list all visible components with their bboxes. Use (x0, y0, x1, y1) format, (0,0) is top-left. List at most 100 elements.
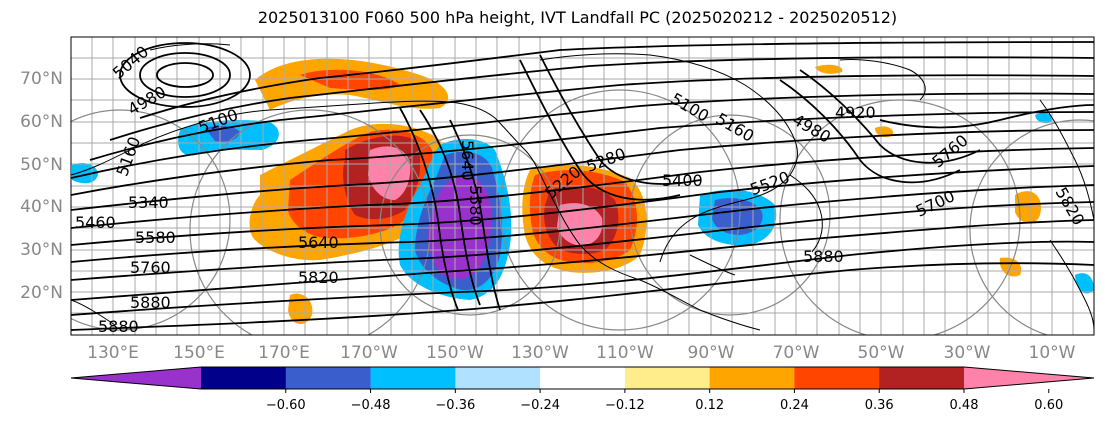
contour-label: 5880 (98, 317, 139, 336)
lon-label: 30°W (944, 343, 991, 363)
colorbar-tick-label: 0.36 (865, 398, 894, 413)
height-contour (539, 54, 701, 185)
colorbar-tick-label: −0.60 (266, 398, 306, 413)
height-contours (71, 41, 1094, 331)
contour-label: 5880 (803, 247, 844, 266)
colorbar-segment (709, 367, 795, 389)
contour-label: 5460 (75, 213, 116, 232)
coastline (71, 299, 116, 326)
height-contour (399, 107, 459, 311)
colorbar-outline (70, 366, 1095, 390)
colorbar-segment (71, 367, 201, 389)
height-contour (71, 111, 1094, 196)
contour-label: 5580 (135, 228, 176, 247)
range-circle (629, 114, 831, 316)
colorbar-tick-label: 0.48 (950, 398, 979, 413)
height-contour (419, 109, 481, 306)
colorbar-segment (794, 367, 880, 389)
height-contour (156, 62, 214, 88)
contour-label: 5880 (130, 293, 171, 312)
map-title: 2025013100 F060 500 hPa height, IVT Land… (257, 8, 898, 27)
colorbar-segment (370, 367, 456, 389)
height-contour (71, 184, 1094, 263)
colorbar-segment (879, 367, 965, 389)
colorbar-tick-label: −0.24 (520, 398, 560, 413)
height-contour (71, 147, 1094, 229)
coastline (539, 53, 798, 263)
coastline (1049, 239, 1094, 331)
height-contour (779, 79, 961, 184)
lon-label: 130°E (87, 343, 139, 363)
contour-label: 5640 (298, 233, 339, 252)
lon-label: 90°W (688, 343, 735, 363)
contour-label: 5820 (298, 268, 339, 287)
lon-labels: 130°E 150°E 170°E 170°W 150°W 130°W 110°… (87, 343, 1076, 363)
contour-label: 5400 (662, 171, 703, 190)
colorbar-segment (540, 367, 626, 389)
lon-label: 70°W (773, 343, 820, 363)
shade-negative (1035, 112, 1053, 124)
shade-positive (300, 69, 400, 90)
shade-positive (557, 203, 603, 246)
lon-label: 110°W (596, 343, 654, 363)
lon-label: 170°W (340, 343, 398, 363)
contour-label: 5580 (466, 185, 485, 226)
shade-positive (815, 64, 843, 74)
lon-label: 150°E (173, 343, 225, 363)
lat-labels: 70°N 60°N 50°N 40°N 30°N 20°N (20, 69, 63, 303)
colorbar-tick-label: −0.12 (605, 398, 645, 413)
shade-positive (368, 146, 411, 200)
lat-label: 20°N (20, 283, 63, 303)
height-contour (799, 69, 981, 164)
colorbar-segment (201, 367, 287, 389)
lon-label: 150°W (426, 343, 484, 363)
height-contour (449, 119, 501, 311)
colorbar-tick-label: −0.36 (435, 398, 475, 413)
colorbar-tick-label: −0.48 (351, 398, 391, 413)
lat-label: 40°N (20, 197, 63, 217)
graticule-meridians (91, 37, 1074, 335)
range-circle (779, 99, 1021, 335)
height-contour (71, 262, 1094, 331)
contour-label: 5340 (128, 193, 169, 212)
height-contour (139, 52, 231, 98)
height-contour (71, 240, 1094, 316)
range-circles (71, 89, 1094, 335)
colorbar-segment (624, 367, 711, 389)
lat-label: 30°N (20, 240, 63, 260)
height-contour (109, 56, 1094, 141)
lat-label: 50°N (20, 155, 63, 175)
contour-label: 5640 (458, 140, 477, 181)
height-contour (89, 74, 1094, 161)
contour-label: 5760 (130, 258, 171, 277)
lon-label: 170°E (258, 343, 310, 363)
range-circle (969, 119, 1094, 335)
height-contour (71, 129, 1094, 211)
coastline (689, 254, 736, 276)
colorbar: −0.60 −0.48 −0.36 −0.24 −0.12 0.12 0.24 0.36 0.4… (70, 366, 1095, 413)
contour-label: 4920 (835, 103, 876, 122)
lon-label: 130°W (511, 343, 569, 363)
colorbar-tick-label: 0.12 (695, 398, 724, 413)
lat-label: 60°N (20, 112, 63, 132)
colorbar-segment (285, 367, 372, 389)
colorbar-segment (455, 367, 541, 389)
colorbar-tick-label: 0.60 (1034, 398, 1063, 413)
height-contour (119, 42, 251, 108)
height-contour (879, 104, 1094, 129)
coastline (149, 43, 231, 51)
lat-label: 70°N (20, 69, 63, 89)
lon-label: 50°W (858, 343, 905, 363)
height-contour (71, 165, 1094, 246)
height-contour (71, 92, 1094, 179)
range-circle (71, 109, 231, 331)
height-contour (139, 41, 1094, 119)
range-circle (189, 109, 431, 335)
height-contour (519, 59, 681, 201)
height-contour (71, 219, 1094, 301)
map-frame (70, 36, 1095, 336)
colorbar-segment (964, 367, 1094, 389)
coastline (839, 59, 926, 101)
lon-label: 10°W (1029, 343, 1076, 363)
